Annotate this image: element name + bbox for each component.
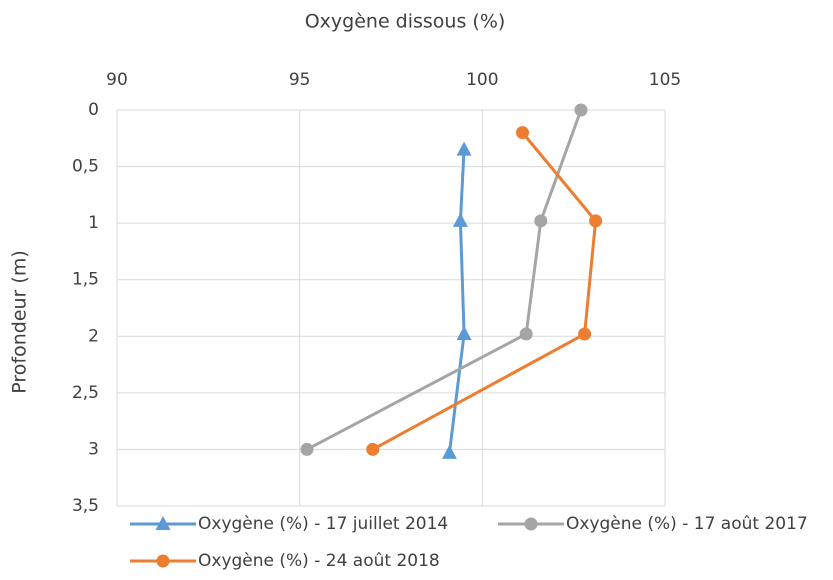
series-line [306,109,583,451]
y-tick-label: 0,5 [72,157,99,177]
y-tick-label: 3,5 [72,496,99,516]
legend-marker [155,516,171,530]
legend-marker [524,517,538,531]
marker [456,326,472,341]
marker [574,103,588,117]
x-tick-label: 100 [466,70,498,90]
marker [534,214,548,228]
marker [456,141,472,156]
y-tick-label: 3 [88,439,99,459]
legend-marker [156,554,170,568]
marker [366,442,380,456]
y-tick-label: 0 [88,100,99,120]
marker [516,126,530,140]
marker [441,444,457,459]
marker [300,442,314,456]
y-tick-label: 2,5 [72,383,99,403]
y-axis-title: Profondeur (m) [9,250,31,393]
y-tick-label: 2 [88,326,99,346]
legend-label: Oxygène (%) - 24 août 2018 [198,551,440,571]
y-tick-label: 1,5 [72,270,99,290]
legend-label: Oxygène (%) - 17 août 2017 [566,514,808,534]
legend-label: Oxygène (%) - 17 juillet 2014 [198,514,448,534]
marker [519,327,533,341]
x-tick-label: 105 [649,70,681,90]
marker [589,214,603,228]
y-tick-label: 1 [88,213,99,233]
x-axis-title: Oxygène dissous (%) [305,11,506,33]
series-line [447,149,466,454]
marker [452,212,468,227]
x-tick-label: 90 [106,70,128,90]
series-line [372,131,598,451]
marker [578,327,592,341]
x-tick-label: 95 [289,70,311,90]
